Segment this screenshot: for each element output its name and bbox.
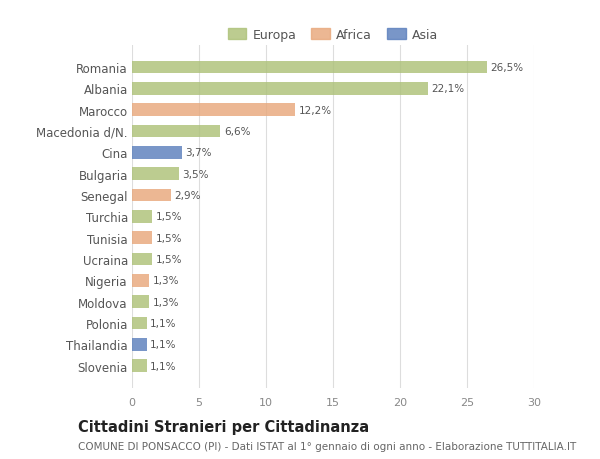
Bar bbox=[132, 338, 147, 351]
Text: 1,5%: 1,5% bbox=[155, 254, 182, 264]
Text: Cittadini Stranieri per Cittadinanza: Cittadini Stranieri per Cittadinanza bbox=[78, 419, 369, 434]
Text: 6,6%: 6,6% bbox=[224, 127, 250, 137]
Text: 1,3%: 1,3% bbox=[153, 297, 179, 307]
Text: 1,1%: 1,1% bbox=[150, 340, 176, 350]
Bar bbox=[132, 168, 179, 181]
Bar bbox=[132, 62, 487, 74]
Text: 12,2%: 12,2% bbox=[299, 106, 332, 115]
Bar bbox=[132, 317, 147, 330]
Bar bbox=[132, 296, 149, 308]
Text: 2,9%: 2,9% bbox=[174, 190, 201, 201]
Bar bbox=[132, 125, 220, 138]
Text: 1,5%: 1,5% bbox=[155, 233, 182, 243]
Bar bbox=[132, 104, 295, 117]
Text: 3,7%: 3,7% bbox=[185, 148, 211, 158]
Bar bbox=[132, 83, 428, 95]
Text: 1,3%: 1,3% bbox=[153, 276, 179, 286]
Bar bbox=[132, 359, 147, 372]
Text: 1,5%: 1,5% bbox=[155, 212, 182, 222]
Text: 22,1%: 22,1% bbox=[431, 84, 464, 94]
Bar bbox=[132, 274, 149, 287]
Bar bbox=[132, 211, 152, 223]
Text: 3,5%: 3,5% bbox=[182, 169, 209, 179]
Text: COMUNE DI PONSACCO (PI) - Dati ISTAT al 1° gennaio di ogni anno - Elaborazione T: COMUNE DI PONSACCO (PI) - Dati ISTAT al … bbox=[78, 441, 576, 451]
Bar bbox=[132, 253, 152, 266]
Bar bbox=[132, 232, 152, 245]
Text: 1,1%: 1,1% bbox=[150, 361, 176, 371]
Legend: Europa, Africa, Asia: Europa, Africa, Asia bbox=[224, 25, 442, 45]
Text: 1,1%: 1,1% bbox=[150, 319, 176, 328]
Text: 26,5%: 26,5% bbox=[490, 63, 524, 73]
Bar bbox=[132, 189, 171, 202]
Bar bbox=[132, 146, 182, 159]
